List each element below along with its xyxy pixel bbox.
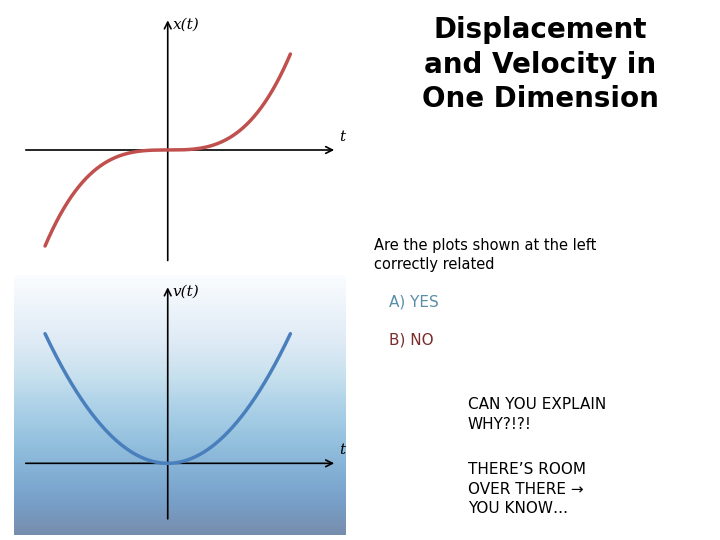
Text: v(t): v(t) (173, 285, 199, 299)
Text: THERE’S ROOM
OVER THERE →
YOU KNOW…: THERE’S ROOM OVER THERE → YOU KNOW… (468, 462, 586, 516)
Text: t: t (339, 130, 346, 144)
Text: B) NO: B) NO (389, 332, 433, 347)
Text: Are the plots shown at the left
correctly related: Are the plots shown at the left correctl… (374, 238, 597, 272)
Text: A) YES: A) YES (389, 294, 438, 309)
Text: CAN YOU EXPLAIN
WHY?!?!: CAN YOU EXPLAIN WHY?!?! (468, 397, 606, 431)
Text: x(t): x(t) (173, 17, 199, 31)
Text: t: t (339, 443, 346, 457)
Text: Displacement
and Velocity in
One Dimension: Displacement and Velocity in One Dimensi… (422, 16, 658, 113)
